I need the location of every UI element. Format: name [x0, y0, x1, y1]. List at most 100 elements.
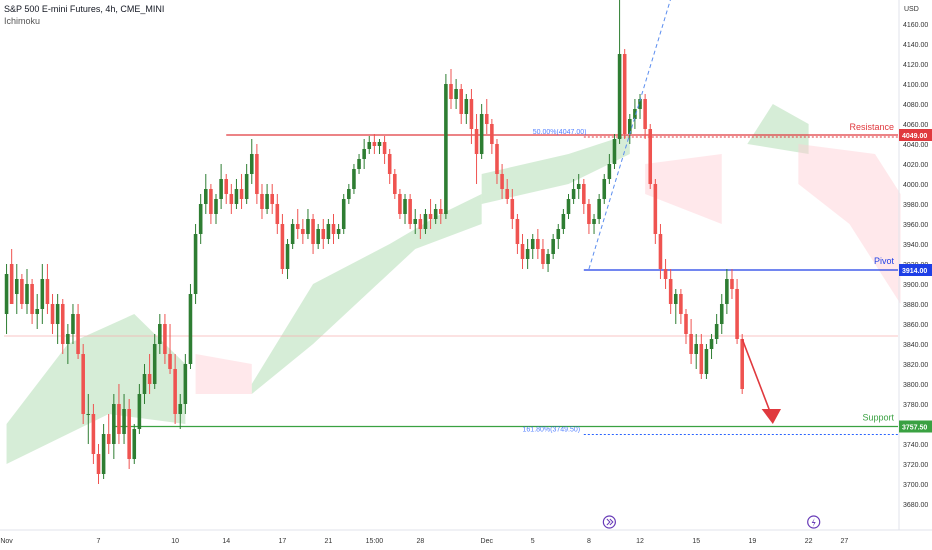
- candle-body: [306, 219, 310, 234]
- price-tick-label: 4020.00: [903, 162, 928, 169]
- candle: [91, 404, 96, 464]
- candle: [684, 309, 688, 344]
- candle: [541, 239, 545, 269]
- candle: [214, 194, 218, 224]
- candle: [403, 194, 407, 224]
- candle-body: [500, 174, 504, 189]
- candle-body: [377, 142, 382, 146]
- candle-body: [428, 214, 433, 219]
- candle: [515, 214, 520, 254]
- candle: [444, 74, 448, 219]
- cloud-segment: [798, 144, 901, 304]
- candle-body: [393, 174, 397, 194]
- candle-body: [551, 239, 555, 254]
- candle-body: [709, 339, 714, 349]
- resistance-fib-label: 50.00%(4047.00): [533, 129, 587, 136]
- candle-body: [612, 139, 617, 164]
- candle: [500, 164, 504, 199]
- candle-body: [423, 214, 428, 229]
- candle: [725, 269, 729, 314]
- candle: [331, 214, 336, 244]
- candle-body: [352, 169, 356, 189]
- candle-body: [459, 89, 464, 114]
- candle-body: [663, 269, 668, 279]
- candle: [306, 209, 310, 239]
- candle: [290, 219, 295, 249]
- candle: [71, 304, 75, 344]
- candle-body: [449, 84, 453, 99]
- candle-body: [336, 229, 341, 234]
- lightning-marker-glyph: [811, 518, 816, 527]
- candle-body: [14, 279, 19, 294]
- candle-body: [132, 429, 137, 459]
- candle-body: [209, 189, 213, 214]
- candle-body: [668, 279, 673, 304]
- candle: [321, 219, 326, 249]
- candle-body: [607, 164, 612, 179]
- candle-body: [638, 99, 642, 109]
- candle: [183, 354, 188, 414]
- candle-body: [474, 129, 479, 154]
- candle-body: [684, 314, 688, 334]
- pivot-label: Pivot: [874, 256, 895, 266]
- candle-body: [280, 224, 285, 269]
- candle-body: [45, 279, 50, 304]
- candle-body: [444, 84, 448, 214]
- candle: [689, 319, 693, 364]
- candle-body: [505, 189, 509, 199]
- candle-body: [525, 249, 530, 259]
- candle: [617, 0, 622, 144]
- candle-body: [311, 219, 315, 244]
- candle: [20, 274, 24, 309]
- candle-body: [285, 244, 290, 269]
- candle: [658, 224, 663, 279]
- indicator-label[interactable]: Ichimoku: [4, 16, 41, 26]
- time-tick-label: 14: [222, 538, 230, 545]
- candle: [316, 224, 320, 249]
- candle: [709, 334, 714, 359]
- candle: [96, 444, 101, 484]
- time-tick-label: Dec: [481, 538, 494, 545]
- candle: [137, 384, 142, 434]
- candle: [219, 164, 223, 209]
- candle: [112, 394, 116, 459]
- candle-body: [229, 194, 234, 204]
- time-tick-label: 22: [805, 538, 813, 545]
- price-tick-label: 3980.00: [903, 202, 928, 209]
- candle-body: [418, 219, 423, 229]
- candle: [576, 174, 581, 199]
- candle: [454, 79, 458, 109]
- price-tick-label: 3840.00: [903, 342, 928, 349]
- time-tick-label: 21: [324, 538, 332, 545]
- candle-body: [403, 199, 407, 214]
- candle: [505, 179, 509, 204]
- forecast-arrow: [741, 338, 774, 420]
- time-axis[interactable]: Nov 7 10 14 17 21 15:00 28 Dec 5 8 12 15 19 22 27: [0, 529, 932, 545]
- pivot-price-badge-bg: [899, 264, 932, 276]
- candle: [234, 179, 239, 209]
- candle: [510, 189, 515, 229]
- candle-body: [112, 404, 116, 444]
- candle: [357, 154, 361, 174]
- candle: [433, 204, 438, 224]
- candle: [428, 199, 433, 229]
- candle-body: [275, 204, 280, 224]
- candle: [520, 234, 525, 269]
- candle: [582, 179, 586, 214]
- candle: [653, 179, 658, 244]
- candle-body: [326, 224, 331, 239]
- support-price-badge-bg: [899, 420, 932, 433]
- time-tick-label: 8: [587, 538, 591, 545]
- candle-body: [270, 194, 274, 204]
- candle: [393, 169, 397, 199]
- candle-body: [387, 154, 392, 174]
- candle: [35, 294, 39, 329]
- candle: [173, 354, 177, 424]
- candle: [377, 139, 382, 154]
- candle-body: [239, 189, 244, 199]
- candle: [694, 334, 698, 369]
- price-axis[interactable]: USD 4160.00 4140.00 4120.00 4100.00 4080.00 40…: [898, 0, 932, 530]
- candle-body: [566, 199, 571, 214]
- candle: [81, 344, 85, 424]
